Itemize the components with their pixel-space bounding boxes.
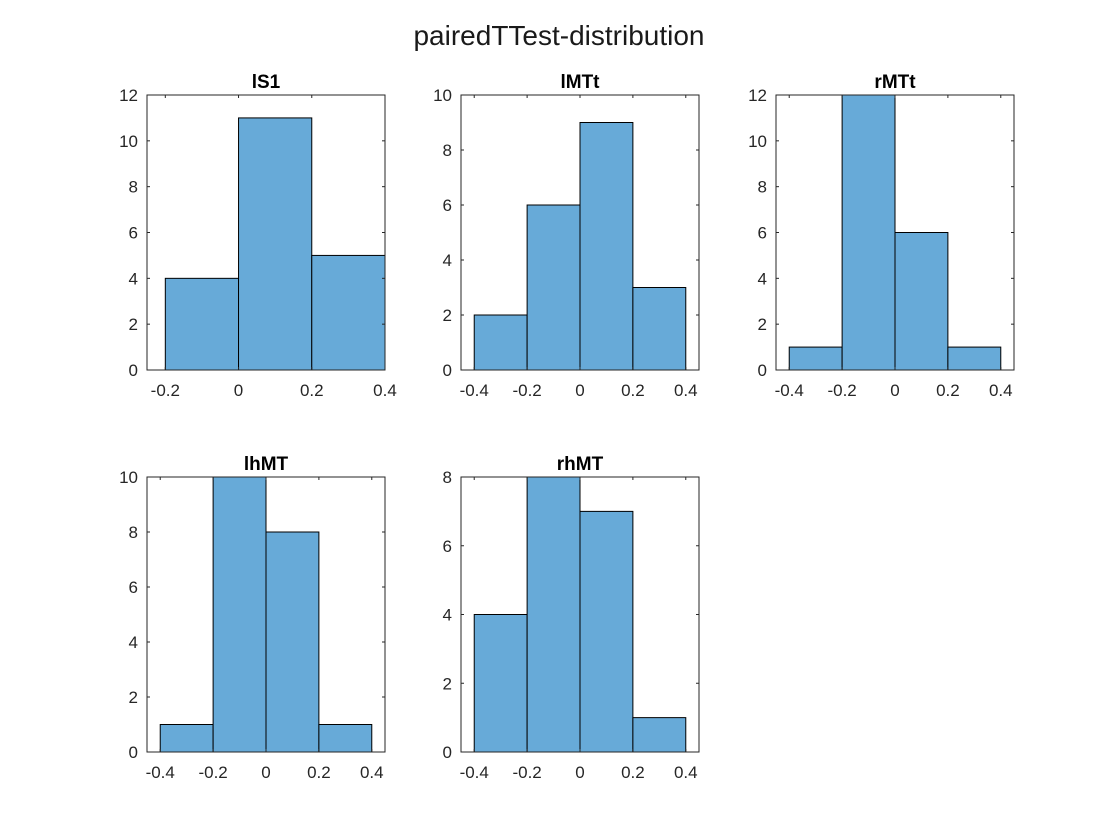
subplot-3: -0.4 -0.2 0 0.2 0.4 0 2 4 6 8 10 lhMT: [119, 454, 386, 782]
y-tick-label: 4: [758, 269, 767, 288]
x-tick-label: 0: [261, 763, 270, 782]
y-tick-label: 0: [443, 361, 452, 380]
y-tick-label: 6: [758, 224, 767, 243]
histogram-bar: [632, 717, 687, 753]
y-tick-label: 4: [129, 633, 138, 652]
y-tick-label: 12: [748, 86, 767, 105]
y-tick-label: 2: [758, 315, 767, 334]
y-tick-label: 8: [758, 178, 767, 197]
y-tick-label: 6: [443, 537, 452, 556]
subplot-4: -0.4 -0.2 0 0.2 0.4 0 2 4 6 8 rhMT: [443, 454, 700, 782]
x-tick-label: 0: [234, 381, 243, 400]
x-tick-label: 0.2: [300, 381, 324, 400]
histogram-bar: [318, 724, 373, 753]
x-tick-label: 0.2: [621, 381, 645, 400]
x-tick-label: -0.2: [512, 381, 541, 400]
subplot-title: lMTt: [560, 72, 600, 93]
histogram-bar: [526, 204, 581, 371]
y-tick-label: 10: [119, 132, 138, 151]
subplot-title: rMTt: [874, 72, 916, 93]
histogram-bar: [265, 531, 320, 753]
y-tick-label: 6: [443, 196, 452, 215]
x-tick-label: -0.2: [512, 763, 541, 782]
y-tick-label: 2: [443, 674, 452, 693]
x-tick-label: 0.2: [621, 763, 645, 782]
x-tick-label: -0.4: [775, 381, 804, 400]
y-tick-label: 10: [119, 468, 138, 487]
y-tick-label: 4: [443, 606, 452, 625]
subplot-title: rhMT: [557, 454, 604, 475]
x-tick-label: -0.4: [460, 763, 489, 782]
x-tick-label: 0.4: [373, 381, 397, 400]
subplot-title: lS1: [252, 72, 281, 93]
histogram-bar: [947, 346, 1002, 371]
y-tick-label: 8: [443, 141, 452, 160]
histogram-bar: [579, 122, 634, 371]
y-tick-label: 0: [758, 361, 767, 380]
y-tick-label: 10: [748, 132, 767, 151]
x-tick-label: 0.2: [936, 381, 960, 400]
subplot-1: -0.4 -0.2 0 0.2 0.4 0 2 4 6 8 10 lMTt: [433, 72, 700, 400]
histogram-bar: [894, 232, 949, 371]
x-tick-label: 0: [890, 381, 899, 400]
x-tick-label: -0.2: [827, 381, 856, 400]
x-tick-label: 0.2: [307, 763, 331, 782]
y-tick-label: 8: [129, 178, 138, 197]
x-tick-label: 0: [575, 763, 584, 782]
histogram-bar: [212, 476, 267, 753]
histogram-bar: [473, 314, 528, 371]
y-tick-label: 10: [433, 86, 452, 105]
histogram-bar: [788, 346, 843, 371]
y-tick-label: 0: [129, 361, 138, 380]
y-tick-label: 6: [129, 224, 138, 243]
histogram-bar: [841, 94, 896, 371]
x-tick-label: -0.4: [146, 763, 175, 782]
y-tick-label: 8: [443, 468, 452, 487]
x-tick-label: 0: [575, 381, 584, 400]
x-tick-label: 0.4: [674, 763, 698, 782]
histogram-bar: [311, 254, 386, 371]
histogram-bar: [164, 277, 240, 371]
x-tick-label: 0.4: [989, 381, 1013, 400]
x-tick-label: 0.4: [674, 381, 698, 400]
y-tick-label: 8: [129, 523, 138, 542]
y-tick-label: 2: [129, 688, 138, 707]
y-tick-label: 0: [443, 743, 452, 762]
y-tick-label: 2: [129, 315, 138, 334]
histogram-bar: [526, 476, 581, 753]
histogram-bar: [159, 724, 214, 753]
histogram-bar: [632, 287, 687, 371]
subplot-0: -0.2 0 0.2 0.4 0 2 4 6 8 10 12 lS1: [119, 72, 397, 400]
subplot-title: lhMT: [244, 454, 289, 475]
x-tick-label: -0.2: [151, 381, 180, 400]
subplot-grid: -0.2 0 0.2 0.4 0 2 4 6 8 10 12 lS1 -0.4 -0.2 0 0.2 0.4 0 2…: [119, 72, 1015, 782]
subplot-2: -0.4 -0.2 0 0.2 0.4 0 2 4 6 8 10 12 rMTt: [748, 72, 1015, 400]
y-tick-label: 6: [129, 578, 138, 597]
y-tick-label: 0: [129, 743, 138, 762]
histogram-bar: [238, 117, 313, 371]
x-tick-label: -0.2: [198, 763, 227, 782]
histogram-bar: [579, 510, 634, 753]
y-tick-label: 12: [119, 86, 138, 105]
y-tick-label: 4: [129, 269, 138, 288]
y-tick-label: 4: [443, 251, 452, 270]
y-tick-label: 2: [443, 306, 452, 325]
figure-title: pairedTTest-distribution: [413, 20, 704, 51]
x-tick-label: -0.4: [460, 381, 489, 400]
x-tick-label: 0.4: [360, 763, 384, 782]
histogram-bar: [473, 614, 528, 753]
